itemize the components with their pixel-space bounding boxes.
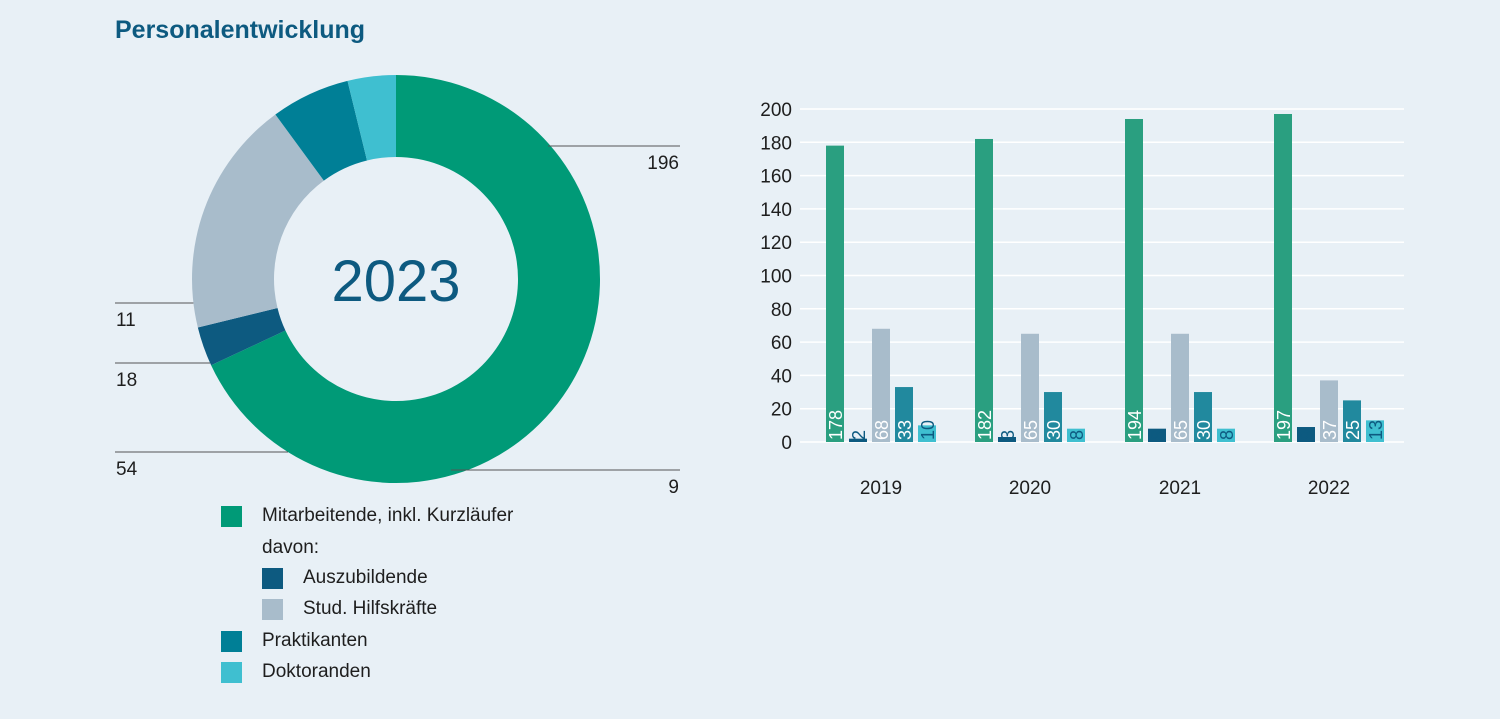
bar-doktoranden [918,425,936,442]
bar-doktoranden [1067,428,1085,442]
legend-swatch-hilfskraefte [262,598,283,620]
y-tick-label: 160 [760,167,792,188]
donut-slice-hilfskraefte [191,114,324,328]
bar-praktikanten [895,387,913,442]
legend-label-praktikanten: Praktikanten [262,630,368,651]
bar-value-label: 10 [918,420,938,440]
legend-swatch-praktikanten [221,630,242,652]
bar-hilfskraefte [1021,333,1039,442]
legend-label-hilfskraefte: Stud. Hilfskräfte [303,598,438,619]
bar-mitarbeitende [1125,118,1143,443]
x-tick-label: 2019 [860,478,902,499]
y-tick-label: 200 [760,100,792,121]
bar-chart: 0 20 40 60 80 100 120 140 160 180 200 178 2 68 33 10 201… [760,100,1404,499]
legend-label-mitarbeitende: Mitarbeitende, inkl. Kurzläufer [262,505,514,526]
y-tick-label: 40 [771,366,792,387]
legend-swatch-doktoranden [221,661,242,683]
bar-auszubildende [849,438,867,442]
legend-item-mitarbeitende: Mitarbeitende, inkl. Kurzläufer [221,505,513,527]
bar-value-label: 65 [1021,420,1041,440]
bar-hilfskraefte [1171,333,1189,442]
x-tick-label: 2020 [1009,478,1051,499]
legend-item-auszubildende: Auszubildende [262,567,428,589]
bar-value-label: 8 [1217,430,1237,440]
bar-value-label: 182 [975,410,995,440]
bar-praktikanten [1194,392,1212,442]
bar-hilfskraefte [872,328,890,442]
legend-item-doktoranden: Doktoranden [221,661,371,683]
bar-value-label: 13 [1366,420,1386,440]
bar-value-label: 30 [1194,420,1214,440]
legend-davon: davon: [262,537,319,559]
legend-item-praktikanten: Praktikanten [221,630,368,652]
bar-auszubildende [1297,427,1315,442]
donut-label-auszubildende: 9 [668,477,679,498]
y-tick-label: 120 [760,233,792,254]
bar-doktoranden [1366,420,1384,442]
bar-mitarbeitende [826,145,844,442]
bar-value-label: 2 [849,430,869,440]
legend-label-doktoranden: Doktoranden [262,661,371,682]
bar-value-label: 33 [895,420,915,440]
bar-value-label: 30 [1044,420,1064,440]
bar-value-label: 194 [1125,410,1145,440]
y-tick-label: 60 [771,333,792,354]
bar-value-label: 8 [1148,430,1168,440]
bar-auszubildende [998,437,1016,442]
donut-label-mitarbeitende: 196 [647,153,679,174]
x-tick-label: 2021 [1159,478,1201,499]
donut-label-praktikanten: 18 [116,370,137,391]
donut-chart: 2023 196 9 54 18 11 [115,75,680,498]
bar-auszubildende [1148,428,1166,442]
legend-label-davon: davon: [262,537,320,558]
bar-value-label: 8 [1067,430,1087,440]
bar-value-label: 9 [1297,430,1317,440]
legend-label-auszubildende: Auszubildende [303,567,428,588]
bar-value-label: 68 [872,420,892,440]
y-tick-label: 140 [760,200,792,221]
bar-praktikanten [1343,400,1361,442]
donut-slice-auszubildende [197,307,286,366]
x-tick-label: 2022 [1308,478,1350,499]
legend-swatch-auszubildende [262,567,283,589]
y-tick-label: 100 [760,267,792,288]
bar-praktikanten [1044,392,1062,442]
y-tick-label: 80 [771,300,792,321]
bar-value-label: 37 [1320,420,1340,440]
donut-center-label: 2023 [331,249,460,314]
y-tick-label: 180 [760,133,792,154]
bar-doktoranden [1217,428,1235,442]
bar-mitarbeitende [975,138,993,442]
legend-item-hilfskraefte: Stud. Hilfskräfte [262,598,437,620]
bar-value-label: 197 [1274,410,1294,440]
page-title: Personalentwicklung [115,16,366,44]
y-tick-label: 20 [771,400,792,421]
bar-value-label: 178 [826,410,846,440]
bar-value-label: 25 [1343,420,1363,440]
donut-slice-doktoranden [347,75,396,161]
legend-swatch-mitarbeitende [221,505,242,527]
bar-value-label: 3 [998,430,1018,440]
donut-label-hilfskraefte: 54 [116,459,138,480]
bar-value-label: 65 [1171,420,1191,440]
bar-hilfskraefte [1320,380,1338,442]
donut-label-doktoranden: 11 [116,310,136,331]
donut-slice-praktikanten [275,80,368,181]
bar-mitarbeitende [1274,113,1292,443]
y-tick-label: 0 [781,433,792,454]
donut-slice-mitarbeitende [211,75,600,483]
